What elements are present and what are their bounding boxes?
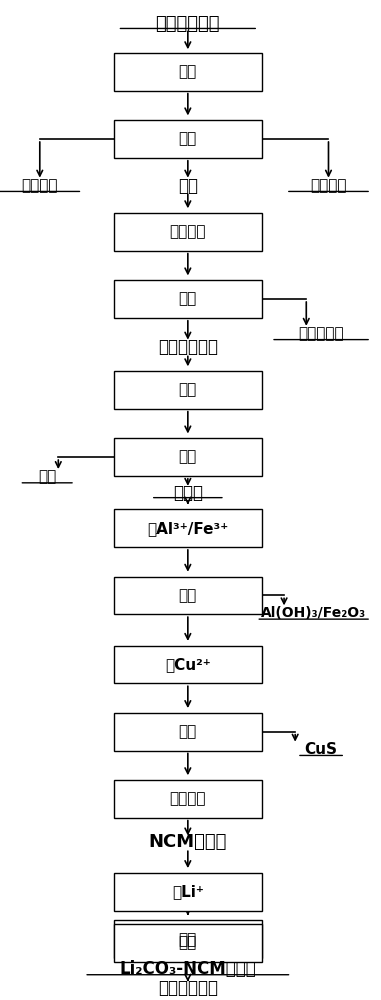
- Text: 筛分: 筛分: [179, 292, 197, 307]
- FancyBboxPatch shape: [114, 924, 262, 962]
- Text: 水浸: 水浸: [179, 382, 197, 397]
- FancyBboxPatch shape: [114, 509, 262, 547]
- FancyBboxPatch shape: [114, 713, 262, 751]
- Text: CuS: CuS: [304, 742, 338, 757]
- Text: Li₂CO₃-NCM前驱体: Li₂CO₃-NCM前驱体: [120, 960, 256, 978]
- Text: 碳渣: 碳渣: [38, 469, 56, 484]
- Text: 卷芯: 卷芯: [178, 177, 198, 195]
- Text: Al(OH)₃/Fe₂O₃: Al(OH)₃/Fe₂O₃: [261, 606, 366, 620]
- Text: 烧结: 烧结: [179, 936, 197, 951]
- Text: 铜箔、铝箔: 铜箔、铝箔: [298, 326, 344, 341]
- Text: 过滤: 过滤: [179, 932, 197, 947]
- Text: 沉Li⁺: 沉Li⁺: [172, 884, 204, 899]
- Text: 三元正极材料: 三元正极材料: [158, 979, 218, 997]
- FancyBboxPatch shape: [114, 438, 262, 476]
- Text: 有机溶剂: 有机溶剂: [22, 178, 58, 193]
- FancyBboxPatch shape: [114, 120, 262, 158]
- Text: 沉Cu²⁺: 沉Cu²⁺: [165, 657, 211, 672]
- FancyBboxPatch shape: [114, 577, 262, 614]
- FancyBboxPatch shape: [114, 920, 262, 958]
- Text: 拆解: 拆解: [179, 132, 197, 147]
- Text: 过滤: 过滤: [179, 588, 197, 603]
- Text: 废旧三元电池: 废旧三元电池: [155, 15, 220, 33]
- Text: 过滤: 过滤: [179, 724, 197, 739]
- FancyBboxPatch shape: [114, 780, 262, 818]
- Text: 沉Al³⁺/Fe³⁺: 沉Al³⁺/Fe³⁺: [147, 521, 229, 536]
- Text: 活性物质材料: 活性物质材料: [158, 338, 218, 356]
- FancyBboxPatch shape: [114, 213, 262, 251]
- Text: 控制结晶: 控制结晶: [170, 791, 206, 806]
- Text: 浸出液: 浸出液: [173, 484, 203, 502]
- Text: 放电: 放电: [179, 64, 197, 79]
- Text: 分段焙烧: 分段焙烧: [170, 224, 206, 239]
- FancyBboxPatch shape: [114, 873, 262, 911]
- Text: NCM前驱体: NCM前驱体: [149, 833, 227, 851]
- FancyBboxPatch shape: [114, 646, 262, 683]
- FancyBboxPatch shape: [114, 53, 262, 91]
- Text: 过滤: 过滤: [179, 450, 197, 465]
- Text: 外壳材料: 外壳材料: [310, 178, 347, 193]
- FancyBboxPatch shape: [114, 280, 262, 318]
- FancyBboxPatch shape: [114, 371, 262, 409]
